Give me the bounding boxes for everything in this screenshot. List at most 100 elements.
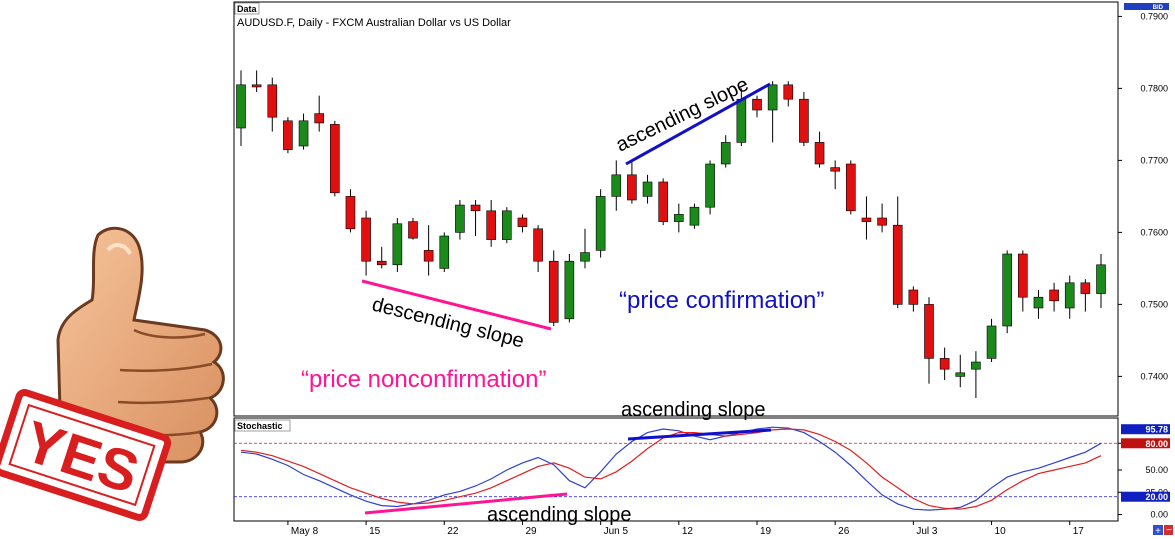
candle-body [564, 260, 575, 320]
zoom-out-button[interactable] [1164, 525, 1173, 535]
candle [892, 196, 903, 308]
date-tick-label: 10 [995, 526, 1007, 537]
candle [470, 200, 481, 236]
candle-body [1033, 296, 1044, 309]
candle [376, 246, 387, 269]
candle [783, 81, 794, 107]
stoch-ascending-trendline-lower [364, 492, 568, 515]
candle-body [830, 167, 840, 172]
candle [267, 77, 278, 132]
date-tick-label: 26 [838, 526, 850, 537]
price-tick-label: 0.7700 [1140, 155, 1168, 165]
candle-body [455, 204, 465, 233]
candle [924, 297, 934, 384]
candle [955, 354, 966, 388]
candle [1018, 250, 1028, 312]
thumbs-up-illustration: YES [0, 226, 225, 521]
candle [251, 70, 262, 92]
candle [767, 81, 778, 143]
price-panel: Data AUDUSD.F, Daily - FXCM Australian D… [233, 1, 1119, 417]
candle [674, 203, 684, 233]
candle [236, 70, 246, 146]
stochastic-panel: Stochastic [233, 417, 1119, 522]
candle-body [767, 84, 778, 111]
zoom-in-button[interactable] [1153, 525, 1163, 535]
candle-body [236, 84, 246, 129]
date-tick-label: 19 [760, 526, 772, 537]
value-tag [1121, 491, 1170, 502]
stoch-ascending-trendline [627, 428, 772, 441]
candle-body [939, 358, 950, 370]
candle [642, 174, 653, 204]
candle-body [986, 325, 997, 359]
candle-body [736, 98, 747, 143]
zoom-controls[interactable]: + − [1153, 525, 1173, 537]
candle [408, 218, 418, 240]
candle [986, 318, 997, 362]
candle [580, 228, 590, 269]
candle [517, 214, 528, 233]
date-tick-label: 22 [447, 526, 459, 537]
candle [1049, 282, 1059, 312]
candle-body [752, 98, 762, 111]
price-tick-label: 0.7900 [1140, 11, 1168, 21]
candle [595, 189, 606, 258]
candle [1002, 250, 1012, 334]
bid-tag: BID [1153, 5, 1164, 11]
candle-body [642, 181, 653, 197]
candle-body [1080, 282, 1091, 294]
value-tag [1121, 424, 1170, 435]
candle-body [470, 204, 481, 212]
candle-body [345, 196, 356, 230]
candle-body [392, 223, 403, 266]
price-axis: BID 0.7900 0.7800 0.7700 0.7600 0.7500 0.7400… [1118, 2, 1172, 521]
price-tick-label: 0.7500 [1140, 299, 1168, 309]
price-panel-label: Data [237, 4, 258, 14]
candle-body [361, 217, 371, 262]
forex-chart: Data AUDUSD.F, Daily - FXCM Australian D… [233, 1, 1173, 537]
stoch-ascending-slope-top-label: ascending slope [621, 399, 766, 421]
value-tag-label: 20.00 [1145, 492, 1168, 502]
candle [939, 347, 950, 380]
candle [752, 95, 762, 118]
stoch-tick-label: 0.00 [1150, 510, 1168, 520]
candle-body [892, 224, 903, 305]
candle-body [971, 361, 981, 370]
candle [846, 160, 856, 215]
stoch-tick-label: 50.00 [1145, 465, 1168, 475]
date-tick-label: 17 [1073, 526, 1085, 537]
stochastic-panel-label: Stochastic [237, 421, 283, 431]
candle-body [423, 250, 434, 262]
candle [423, 225, 434, 276]
candle-body [705, 163, 715, 208]
candle [283, 117, 293, 154]
candle [1064, 275, 1075, 319]
candle [486, 200, 496, 247]
candle [799, 92, 809, 146]
candle [314, 95, 324, 132]
candle [814, 131, 825, 168]
value-tag-label: 95.78 [1145, 425, 1168, 435]
candle-body [502, 210, 512, 240]
candle-body [720, 142, 731, 165]
candle [689, 203, 700, 229]
candle [1080, 279, 1091, 312]
candle-body [1096, 264, 1106, 294]
candle-body [814, 142, 825, 165]
candle [720, 135, 731, 168]
candle-body [877, 217, 887, 226]
candle [455, 200, 465, 240]
candle-body [548, 260, 559, 323]
candle [298, 113, 309, 150]
candle [345, 189, 356, 233]
price-confirmation-label: “price confirmation” [619, 287, 824, 314]
candle-body [1064, 282, 1075, 309]
candle-body [1018, 253, 1028, 298]
minus-icon: − [1166, 525, 1172, 536]
price-ascending-trendline [625, 82, 771, 166]
candle-body [408, 221, 418, 239]
candle-body [924, 304, 934, 359]
date-tick-label: Jul 3 [916, 526, 938, 537]
candle [439, 232, 450, 272]
candle [533, 225, 543, 272]
